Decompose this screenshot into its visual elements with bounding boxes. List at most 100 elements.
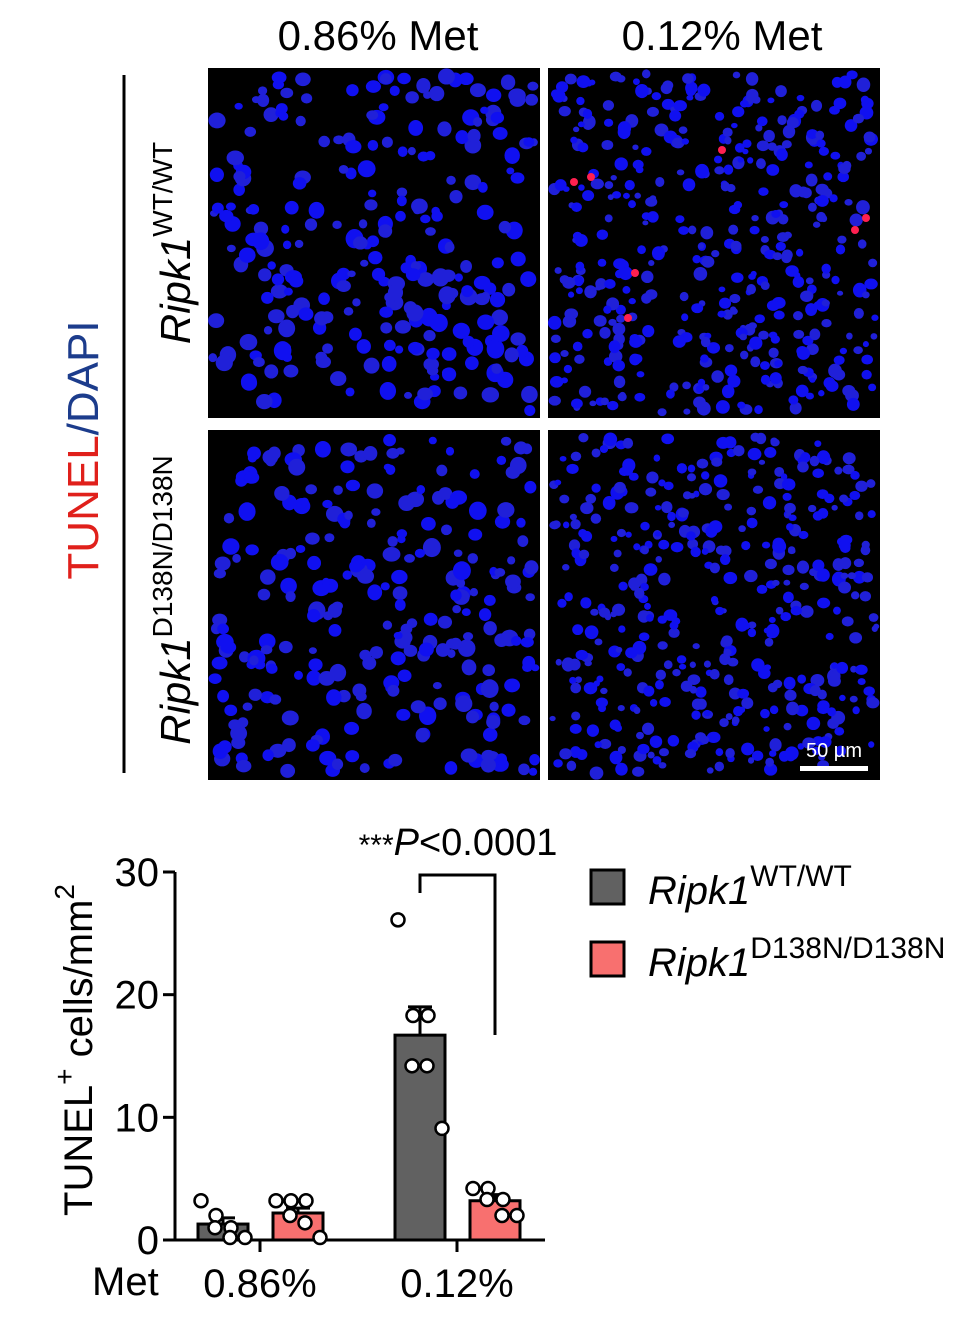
nucleus	[469, 588, 479, 597]
nucleus	[648, 259, 655, 266]
row-label: Ripk1WT/WT	[147, 142, 199, 344]
nucleus	[576, 75, 591, 88]
nucleus	[767, 142, 777, 151]
nucleus	[632, 144, 639, 151]
nucleus	[737, 157, 744, 163]
nucleus	[795, 384, 809, 398]
nucleus	[860, 95, 870, 105]
nucleus	[445, 446, 455, 456]
stain-label: TUNEL/DAPI	[59, 320, 108, 579]
nucleus	[298, 307, 314, 321]
nucleus	[458, 639, 476, 657]
nucleus	[417, 151, 430, 162]
row-label: Ripk1D138N/D138N	[147, 455, 199, 745]
nucleus	[569, 723, 582, 734]
nucleus	[786, 523, 794, 531]
nucleus	[595, 697, 608, 708]
nucleus	[252, 96, 261, 104]
data-point	[390, 912, 406, 928]
nucleus	[615, 646, 623, 653]
nucleus	[633, 78, 640, 85]
nucleus	[363, 357, 380, 374]
y-tick-label: 10	[115, 1096, 160, 1140]
nucleus	[257, 588, 271, 601]
nucleus	[780, 611, 792, 622]
column-title: 0.12% Met	[622, 12, 823, 59]
nucleus	[608, 318, 617, 326]
nucleus	[673, 100, 687, 112]
nucleus	[571, 398, 583, 409]
nucleus	[234, 102, 243, 110]
nucleus	[842, 464, 855, 475]
nucleus	[380, 582, 390, 591]
data-point	[420, 1007, 436, 1024]
nucleus	[653, 454, 661, 462]
nucleus	[703, 709, 711, 717]
nucleus	[771, 209, 781, 218]
nucleus	[692, 254, 702, 264]
nucleus	[857, 678, 866, 686]
nucleus	[504, 147, 520, 164]
nucleus	[330, 371, 347, 387]
nucleus	[274, 486, 290, 501]
nucleus	[733, 201, 743, 209]
nucleus	[249, 655, 259, 666]
nucleus	[682, 178, 696, 192]
nucleus	[340, 442, 358, 457]
nucleus	[580, 597, 592, 609]
nucleus	[817, 508, 829, 519]
nucleus	[567, 291, 575, 298]
p-symbol: P	[394, 822, 420, 864]
nucleus	[749, 225, 760, 235]
nucleus	[741, 540, 751, 551]
nucleus	[747, 757, 755, 764]
nucleus	[599, 738, 612, 750]
nucleus	[467, 128, 481, 143]
nucleus	[853, 346, 863, 355]
nucleus	[322, 577, 331, 587]
nucleus	[381, 356, 397, 372]
nucleus	[729, 293, 741, 304]
nucleus	[275, 103, 288, 115]
nucleus	[601, 139, 614, 151]
nucleus	[510, 251, 526, 267]
nucleus	[724, 364, 738, 377]
nucleus	[359, 763, 370, 774]
nucleus	[777, 214, 789, 225]
nucleus	[802, 335, 814, 346]
nucleus	[747, 157, 754, 164]
nucleus	[431, 268, 450, 287]
nucleus	[473, 116, 483, 127]
nucleus	[333, 485, 343, 495]
nucleus	[283, 287, 293, 296]
nucleus	[352, 683, 367, 698]
nucleus	[714, 166, 725, 175]
nucleus	[614, 157, 628, 171]
nucleus	[679, 291, 689, 302]
nucleus	[435, 643, 450, 657]
nucleus	[318, 292, 330, 305]
nucleus	[760, 374, 771, 385]
nucleus	[846, 397, 860, 411]
nucleus	[308, 647, 317, 654]
p-value: <0.0001	[419, 822, 557, 864]
allele: WT/WT	[147, 142, 178, 237]
nucleus	[770, 335, 780, 344]
nucleus	[510, 635, 522, 646]
nucleus	[769, 372, 782, 385]
nucleus	[662, 80, 674, 91]
nucleus	[789, 401, 802, 415]
nucleus	[855, 511, 864, 521]
nucleus	[693, 267, 708, 281]
nucleus	[693, 396, 706, 409]
micrograph	[548, 68, 880, 418]
nucleus	[844, 119, 858, 132]
nucleus	[687, 538, 699, 550]
nucleus	[758, 330, 769, 340]
nucleus	[747, 621, 757, 629]
nucleus	[480, 106, 489, 114]
nucleus	[480, 757, 496, 773]
nucleus	[758, 667, 771, 680]
nucleus	[733, 445, 745, 457]
y-label-text: cells/mm	[57, 900, 101, 1069]
